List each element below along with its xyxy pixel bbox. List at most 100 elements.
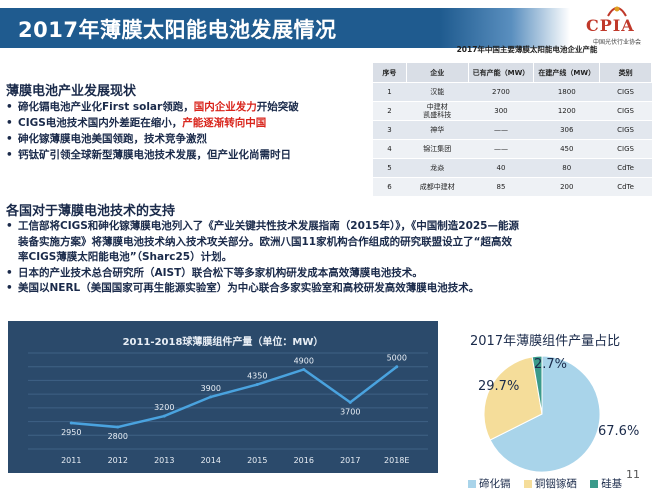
banner-bar [0,8,440,48]
table-row: 4 锦江集团 —— 450 CIGS [372,139,652,159]
table-cell: 85 [468,177,534,197]
table-row: 6 成都中建材 85 200 CdTe [372,177,652,197]
data-label: 4350 [247,372,267,381]
policy-paragraph-japan: • 日本的产业技术总合研究所（AIST）联合松下等多家机构研发成本高效薄膜电池技术… [6,266,423,282]
page-number: 11 [626,468,640,481]
paragraph-line: 工信部将CIGS和砷化镓薄膜电池列入了《产业关键共性技术发展指南（2015年）》… [18,220,519,232]
table-cell: 40 [468,158,534,178]
data-label: 5000 [387,354,407,363]
logo-wave-icon [607,6,627,17]
paragraph-line: 率CIGS薄膜太阳能电池”（Sharc25）计划。 [18,251,233,263]
table-cell: CIGS [599,139,652,159]
table-cell: 成都中建材 [406,177,469,197]
legend-item: 碲化镉 [468,478,511,490]
table-header-row: 序号 企业 已有产能（MW） 在建产线（MW） 类别 [372,62,652,83]
x-tick-label: 2016 [294,456,314,465]
table-cell: 锦江集团 [406,139,469,159]
logo-subtitle: 中国光伏行业协会 [592,39,641,46]
bullet-marker: • [6,117,13,129]
table-cell: CIGS [599,82,652,102]
bullet-marker: • [6,220,13,232]
pie-slice [489,355,601,473]
bullet-text: 开始突破 [256,101,299,113]
section-heading-policy-support: 各国对于薄膜电池技术的支持 [6,204,176,219]
table-cell: —— [468,120,534,140]
table-header: 类别 [599,62,652,83]
line-chart-title: 2011-2018球薄膜组件产量（单位：MW） [122,337,324,348]
table-cell: CIGS [599,101,652,121]
table-cell: 2 [372,101,407,121]
pie-label-cigs: 29.7% [478,379,520,394]
table-cell: 200 [533,177,600,197]
data-point [348,400,352,404]
table-cell: —— [468,139,534,159]
data-point [302,367,306,371]
table-cell: 3 [372,120,407,140]
highlight-text: 产能逐渐转向中国 [182,117,267,129]
data-label: 3200 [154,403,174,412]
pie-label-silicon: 2.7% [534,357,568,372]
bullet-text: 钙钛矿引领全球新型薄膜电池技术发展，但产业化尚需时日 [18,149,291,161]
table-cell: 中建材 凯盛科技 [406,101,469,121]
x-tick-label: 2015 [247,456,267,465]
x-tick-label: 2013 [154,456,174,465]
data-point [69,421,73,425]
x-tick-label: 2011 [61,456,81,465]
pie-label-cdte: 67.6% [598,424,640,439]
legend-label: 铜铟镓硒 [534,478,577,490]
data-label: 3700 [340,407,360,416]
bullet-text: 砷化镓薄膜电池美国领跑，技术竞争激烈 [18,133,207,145]
table-row: 1 汉能 2700 1800 CIGS [372,82,652,102]
title-banner: 2017年薄膜太阳能电池发展情况 CPIA 中国光伏行业协会 [0,0,658,56]
data-label: 3900 [201,384,221,393]
legend-swatch [590,480,599,488]
data-point [209,395,213,399]
table-header: 企业 [405,62,469,83]
data-point [395,365,399,369]
logo-text: CPIA [586,16,635,35]
pie-chart-title: 2017年薄膜组件产量占比 [470,334,621,349]
enterprise-capacity-table: 序号 企业 已有产能（MW） 在建产线（MW） 类别 1 汉能 2700 1800 CI… [372,62,652,197]
cpia-logo: CPIA 中国光伏行业协会 [584,4,650,50]
legend-swatch [523,480,532,488]
table-row: 3 神华 —— 306 CIGS [372,120,652,140]
paragraph-line: 装备实施方案》将薄膜电池技术纳入技术攻关部分。欧洲八国11家机构合作组成的研究联… [18,235,513,248]
x-tick-label: 2017 [340,456,360,465]
legend-label: 碲化镉 [479,478,511,490]
table-cell: 4 [372,139,407,159]
policy-paragraph-china-eu: • 工信部将CIGS和砷化镓薄膜电池列入了《产业关键共性技术发展指南（2015年）… [6,219,519,266]
table-cell: 450 [533,139,600,159]
highlight-text: 国内企业发力 [193,101,257,113]
data-point [255,383,259,387]
table-cell: CIGS [599,120,652,140]
legend-item: 硅基 [590,478,622,490]
table-header: 在建产线（MW） [533,62,601,83]
pie-slice [483,356,543,441]
table-cell: 1200 [533,101,600,121]
legend-label: 硅基 [601,478,623,490]
table-cell: 80 [533,158,600,178]
table-cell: 神华 [406,120,469,140]
pie-legend: 碲化镉 铜铟镓硒 硅基 [468,476,632,491]
table-header: 已有产能（MW） [467,62,535,83]
policy-paragraph-usa: • 美国以NERL（美国国家可再生能源实验室）为中心联合多家实验室和高校研发高效薄… [6,281,479,297]
bullet-marker: • [6,133,13,145]
x-tick-label: 2012 [108,456,128,465]
series-line [71,365,398,429]
table-cell: 1800 [533,82,600,102]
bullet-text: CIGS电池技术国内外差距在缩小， [18,117,183,129]
page-title: 2017年薄膜太阳能电池发展情况 [18,18,337,42]
bullet-text: 碲化镉电池产业化First solar领跑， [18,101,194,113]
table-cell: 5 [372,158,407,178]
table-cell: 2700 [468,82,534,102]
x-tick-label: 2014 [201,456,221,465]
share-pie-chart [483,355,601,473]
bullet-item: • 碲化镉电池产业化First solar领跑，国内企业发力开始突破 [6,99,299,114]
table-row: 2 中建材 凯盛科技 300 1200 CIGS [372,101,652,121]
bullet-marker: • [6,101,13,113]
table-cell: 300 [468,101,534,121]
data-point [162,414,166,418]
banner-fade [440,8,570,48]
pie-slice [531,355,543,415]
paragraph-line: 美国以NERL（美国国家可再生能源实验室）为中心联合多家实验室和高校研发高效薄膜… [18,282,480,294]
